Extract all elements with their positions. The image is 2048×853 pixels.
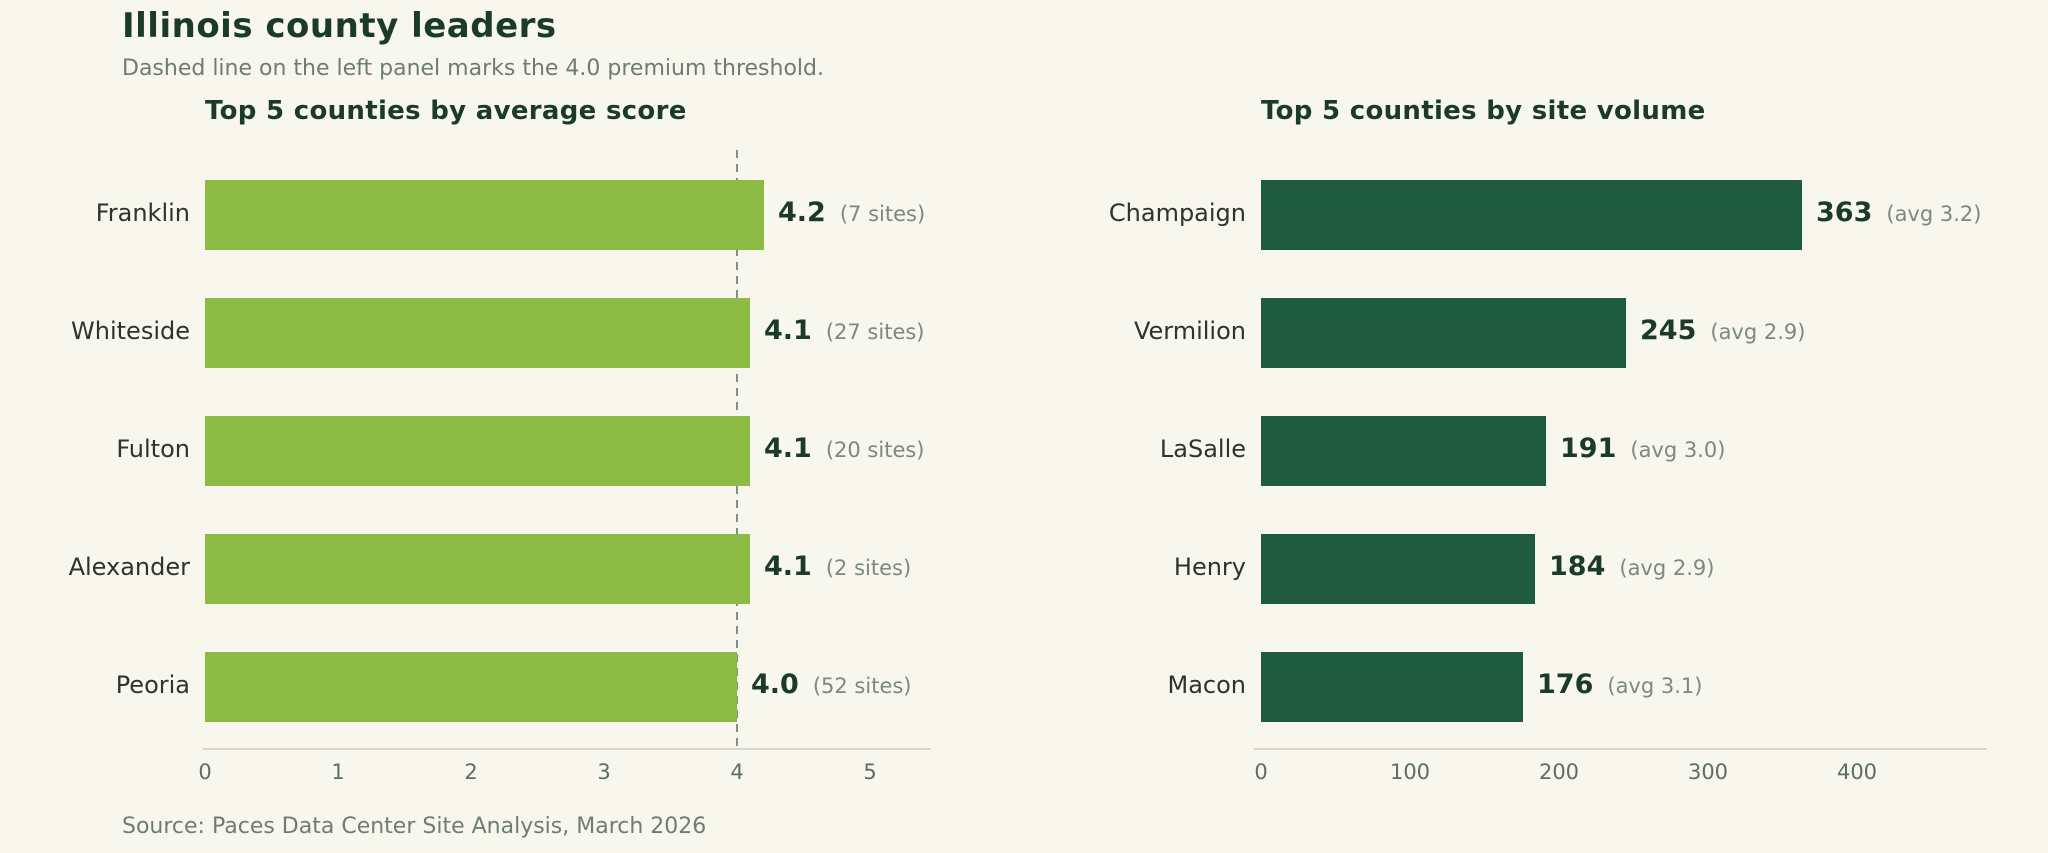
category-label: Fulton [116, 435, 190, 463]
value-annotation: 176 (avg 3.1) [1537, 669, 1702, 700]
category-label: Henry [1173, 553, 1246, 581]
left-panel-title: Top 5 counties by average score [205, 96, 687, 126]
figure-title: Illinois county leaders [122, 6, 557, 46]
category-label: Champaign [1108, 199, 1246, 227]
category-label: Alexander [68, 553, 190, 581]
value-label: 245 [1640, 315, 1697, 346]
category-label: Franklin [95, 199, 190, 227]
category-label: Vermilion [1133, 317, 1246, 345]
value-label: 4.1 [764, 433, 812, 464]
value-annotation: 4.1 (2 sites) [764, 551, 911, 582]
category-label: LaSalle [1159, 435, 1246, 463]
value-annotation: 4.1 (27 sites) [764, 315, 925, 346]
bar [1261, 416, 1546, 486]
bar [1261, 298, 1626, 368]
bar [205, 652, 737, 722]
bar [1261, 534, 1535, 604]
bar [205, 416, 750, 486]
value-label: 4.1 [764, 315, 812, 346]
annotation-label: (avg 2.9) [1619, 556, 1715, 580]
x-tick-label: 200 [1538, 760, 1580, 784]
bar [1261, 180, 1802, 250]
value-annotation: 191 (avg 3.0) [1560, 433, 1725, 464]
annotation-label: (avg 2.9) [1710, 320, 1806, 344]
annotation-label: (27 sites) [825, 320, 925, 344]
value-annotation: 4.2 (7 sites) [778, 197, 925, 228]
annotation-label: (52 sites) [812, 674, 912, 698]
x-tick-label: 300 [1687, 760, 1729, 784]
source-note: Source: Paces Data Center Site Analysis,… [122, 814, 707, 839]
annotation-label: (7 sites) [839, 202, 926, 226]
bar [205, 534, 750, 604]
annotation-label: (avg 3.1) [1607, 674, 1703, 698]
value-label: 191 [1560, 433, 1617, 464]
value-label: 363 [1816, 197, 1873, 228]
x-tick-label: 4 [730, 760, 744, 784]
x-tick-label: 100 [1389, 760, 1431, 784]
category-label: Whiteside [71, 317, 190, 345]
category-label: Macon [1167, 671, 1246, 699]
value-label: 4.0 [751, 669, 799, 700]
x-tick-label: 0 [198, 760, 212, 784]
bar [205, 180, 764, 250]
value-annotation: 184 (avg 2.9) [1549, 551, 1714, 582]
right-panel-title: Top 5 counties by site volume [1261, 96, 1706, 126]
annotation-label: (2 sites) [825, 556, 912, 580]
value-label: 4.2 [778, 197, 826, 228]
annotation-label: (avg 3.2) [1886, 202, 1982, 226]
category-label: Peoria [115, 671, 190, 699]
x-axis-line [203, 748, 931, 750]
annotation-label: (20 sites) [825, 438, 925, 462]
x-tick-label: 2 [464, 760, 478, 784]
x-tick-label: 400 [1836, 760, 1878, 784]
bar [205, 298, 750, 368]
bar [1261, 652, 1523, 722]
x-tick-label: 3 [597, 760, 611, 784]
figure-subtitle: Dashed line on the left panel marks the … [122, 56, 824, 81]
value-label: 184 [1549, 551, 1606, 582]
x-tick-label: 5 [863, 760, 877, 784]
value-label: 176 [1537, 669, 1594, 700]
x-tick-label: 1 [331, 760, 345, 784]
value-annotation: 4.1 (20 sites) [764, 433, 925, 464]
x-axis-line [1254, 748, 1987, 750]
value-annotation: 363 (avg 3.2) [1816, 197, 1981, 228]
x-tick-label: 0 [1254, 760, 1268, 784]
value-annotation: 245 (avg 2.9) [1640, 315, 1805, 346]
annotation-label: (avg 3.0) [1630, 438, 1726, 462]
value-label: 4.1 [764, 551, 812, 582]
value-annotation: 4.0 (52 sites) [751, 669, 912, 700]
